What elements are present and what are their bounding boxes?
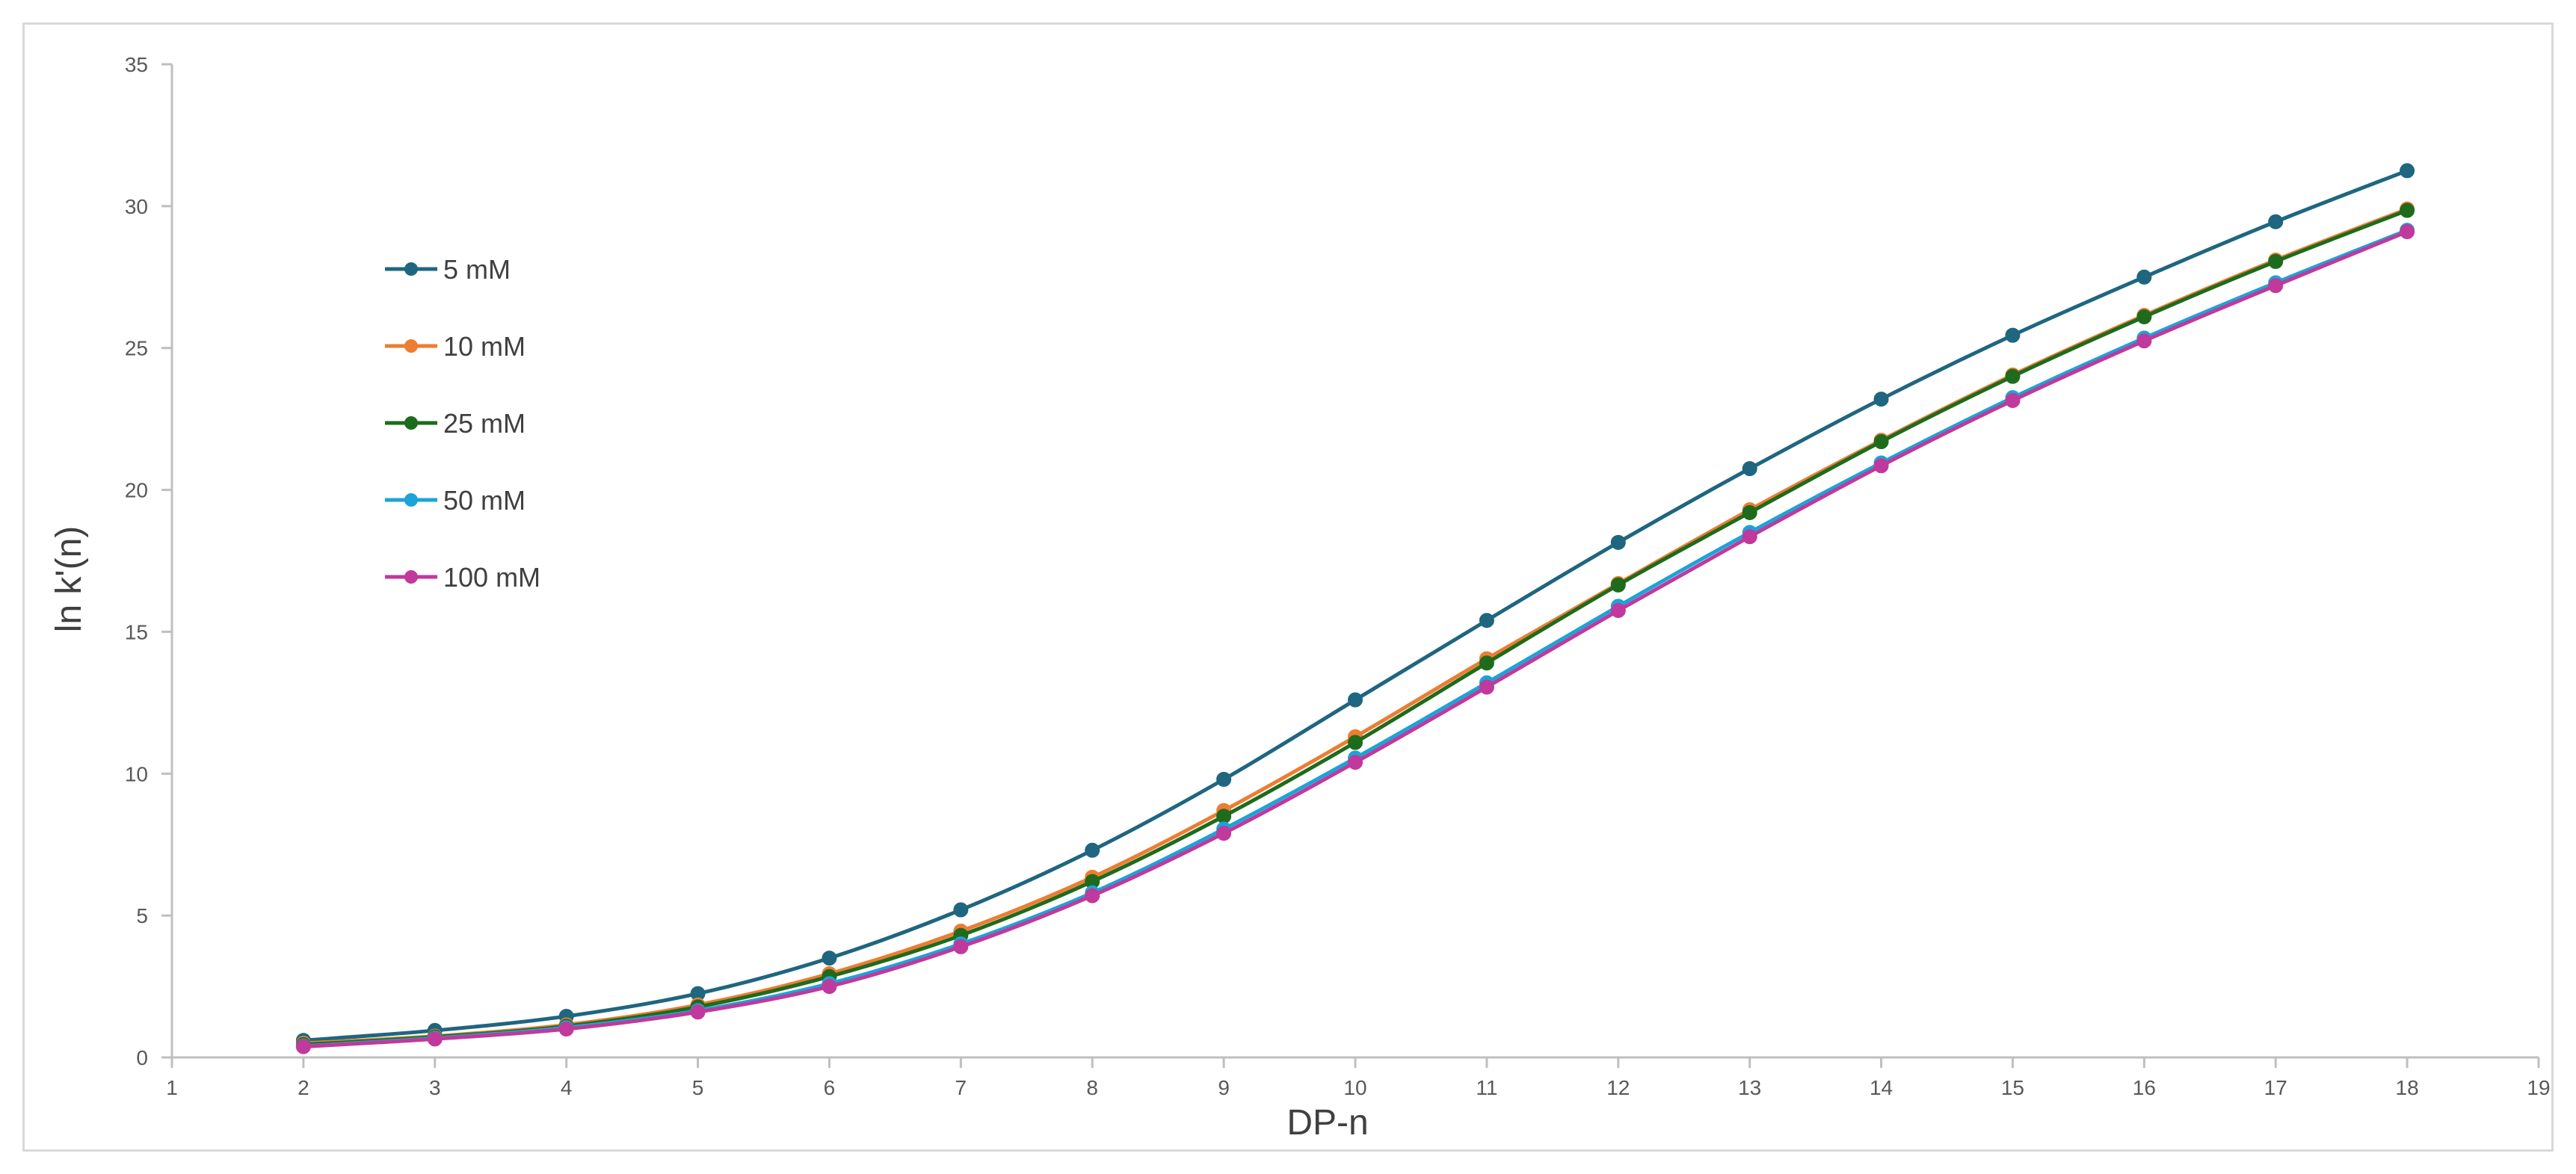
data-point-5-mm: [2268, 214, 2284, 229]
data-point-5-mm: [822, 951, 837, 966]
legend-swatch-marker: [404, 416, 418, 430]
series-layer: [295, 163, 2415, 1054]
data-point-5-mm: [2400, 163, 2415, 179]
data-point-5-mm: [1348, 692, 1363, 708]
x-tick-label: 12: [1606, 1076, 1630, 1099]
x-tick-label: 6: [824, 1076, 836, 1099]
x-tick-label: 5: [692, 1076, 704, 1099]
data-point-100-mm: [1610, 602, 1626, 618]
data-point-25-mm: [2136, 309, 2152, 324]
legend: 5 mM 10 mM 25 mM 50 mM 100 mM: [385, 254, 540, 593]
data-point-25-mm: [1216, 809, 1232, 824]
data-point-25-mm: [1873, 434, 1889, 450]
y-tick-label: 10: [125, 762, 148, 785]
data-point-100-mm: [2136, 333, 2152, 349]
data-point-100-mm: [2400, 224, 2415, 240]
data-point-100-mm: [690, 1004, 706, 1020]
x-tick-label: 15: [2001, 1076, 2024, 1099]
legend-item-100-mm: 100 mM: [385, 562, 540, 593]
data-point-25-mm: [1610, 577, 1626, 593]
x-tick-label: 7: [955, 1076, 967, 1099]
data-point-5-mm: [1479, 613, 1494, 628]
data-point-100-mm: [1479, 679, 1494, 695]
data-point-25-mm: [1479, 655, 1494, 671]
chart-frame: [22, 22, 2554, 1152]
series-line-100-mm: [301, 229, 2409, 1049]
series-5-mm: [295, 163, 2415, 1048]
series-line-25-mm: [301, 208, 2409, 1047]
legend-label: 25 mM: [443, 408, 526, 439]
data-point-5-mm: [2136, 269, 2152, 285]
data-point-100-mm: [1216, 826, 1232, 841]
legend-label: 100 mM: [443, 562, 540, 593]
x-tick-label: 13: [1738, 1076, 1761, 1099]
data-point-5-mm: [2005, 327, 2021, 343]
legend-item-10-mm: 10 mM: [385, 331, 526, 362]
x-tick-label: 8: [1086, 1076, 1098, 1099]
series-line-50-mm: [301, 228, 2409, 1048]
legend-item-5-mm: 5 mM: [385, 254, 511, 285]
legend-swatch-marker: [404, 493, 418, 507]
data-point-5-mm: [1742, 461, 1757, 477]
data-point-100-mm: [1348, 755, 1363, 770]
x-tick-label: 11: [1476, 1076, 1497, 1099]
x-tick-label: 1: [166, 1076, 178, 1099]
series-line-5-mm: [301, 168, 2409, 1042]
data-point-100-mm: [427, 1031, 443, 1047]
data-point-100-mm: [822, 979, 837, 995]
series-50-mm: [295, 223, 2415, 1054]
data-point-100-mm: [558, 1022, 574, 1037]
data-point-100-mm: [295, 1039, 311, 1054]
data-point-25-mm: [2400, 203, 2415, 218]
series-line-10-mm: [301, 207, 2409, 1045]
data-point-100-mm: [2268, 278, 2284, 294]
legend-swatch-marker: [404, 262, 418, 276]
y-tick-label: 25: [125, 337, 148, 360]
data-point-100-mm: [1085, 888, 1100, 903]
data-point-100-mm: [2005, 392, 2021, 408]
data-point-100-mm: [953, 939, 969, 954]
data-point-5-mm: [1610, 534, 1626, 550]
x-tick-label: 17: [2264, 1076, 2287, 1099]
data-point-5-mm: [953, 902, 969, 918]
legend-label: 10 mM: [443, 331, 526, 362]
x-tick-label: 14: [1870, 1076, 1893, 1099]
y-tick-label: 30: [125, 195, 148, 218]
y-tick-label: 35: [125, 53, 148, 76]
legend-label: 5 mM: [443, 254, 511, 285]
data-point-5-mm: [1873, 392, 1889, 407]
axes: 1 2 3 4 5 6 7 8 9 10 11 12 13 14 15 16 17 18 1905101520253…: [125, 53, 2551, 1099]
y-axis-title: ln k'(n): [49, 526, 89, 633]
legend-swatch-marker: [404, 570, 418, 584]
x-tick-label: 3: [429, 1076, 441, 1099]
x-tick-label: 4: [561, 1076, 573, 1099]
x-tick-label: 19: [2527, 1076, 2550, 1099]
data-point-25-mm: [2268, 253, 2284, 269]
data-point-100-mm: [1873, 458, 1889, 474]
series-10-mm: [295, 201, 2415, 1051]
series-25-mm: [295, 203, 2415, 1052]
y-tick-label: 20: [125, 479, 148, 502]
y-tick-label: 15: [125, 620, 148, 643]
legend-label: 50 mM: [443, 485, 526, 516]
data-point-25-mm: [1348, 735, 1363, 750]
series-100-mm: [295, 224, 2415, 1054]
x-axis-title: DP-n: [1287, 1103, 1368, 1143]
x-tick-label: 9: [1218, 1076, 1230, 1099]
y-tick-label: 5: [136, 904, 148, 927]
legend-item-25-mm: 25 mM: [385, 408, 526, 439]
x-tick-label: 16: [2133, 1076, 2156, 1099]
x-tick-label: 10: [1343, 1076, 1366, 1099]
data-point-25-mm: [1742, 504, 1757, 520]
data-point-5-mm: [1216, 771, 1232, 787]
data-point-25-mm: [2005, 368, 2021, 384]
legend-item-50-mm: 50 mM: [385, 485, 526, 516]
legend-swatch-marker: [404, 339, 418, 353]
data-point-100-mm: [1742, 529, 1757, 545]
y-tick-label: 0: [136, 1046, 148, 1069]
x-tick-label: 18: [2396, 1076, 2419, 1099]
x-tick-label: 2: [298, 1076, 309, 1099]
data-point-5-mm: [1085, 842, 1100, 858]
